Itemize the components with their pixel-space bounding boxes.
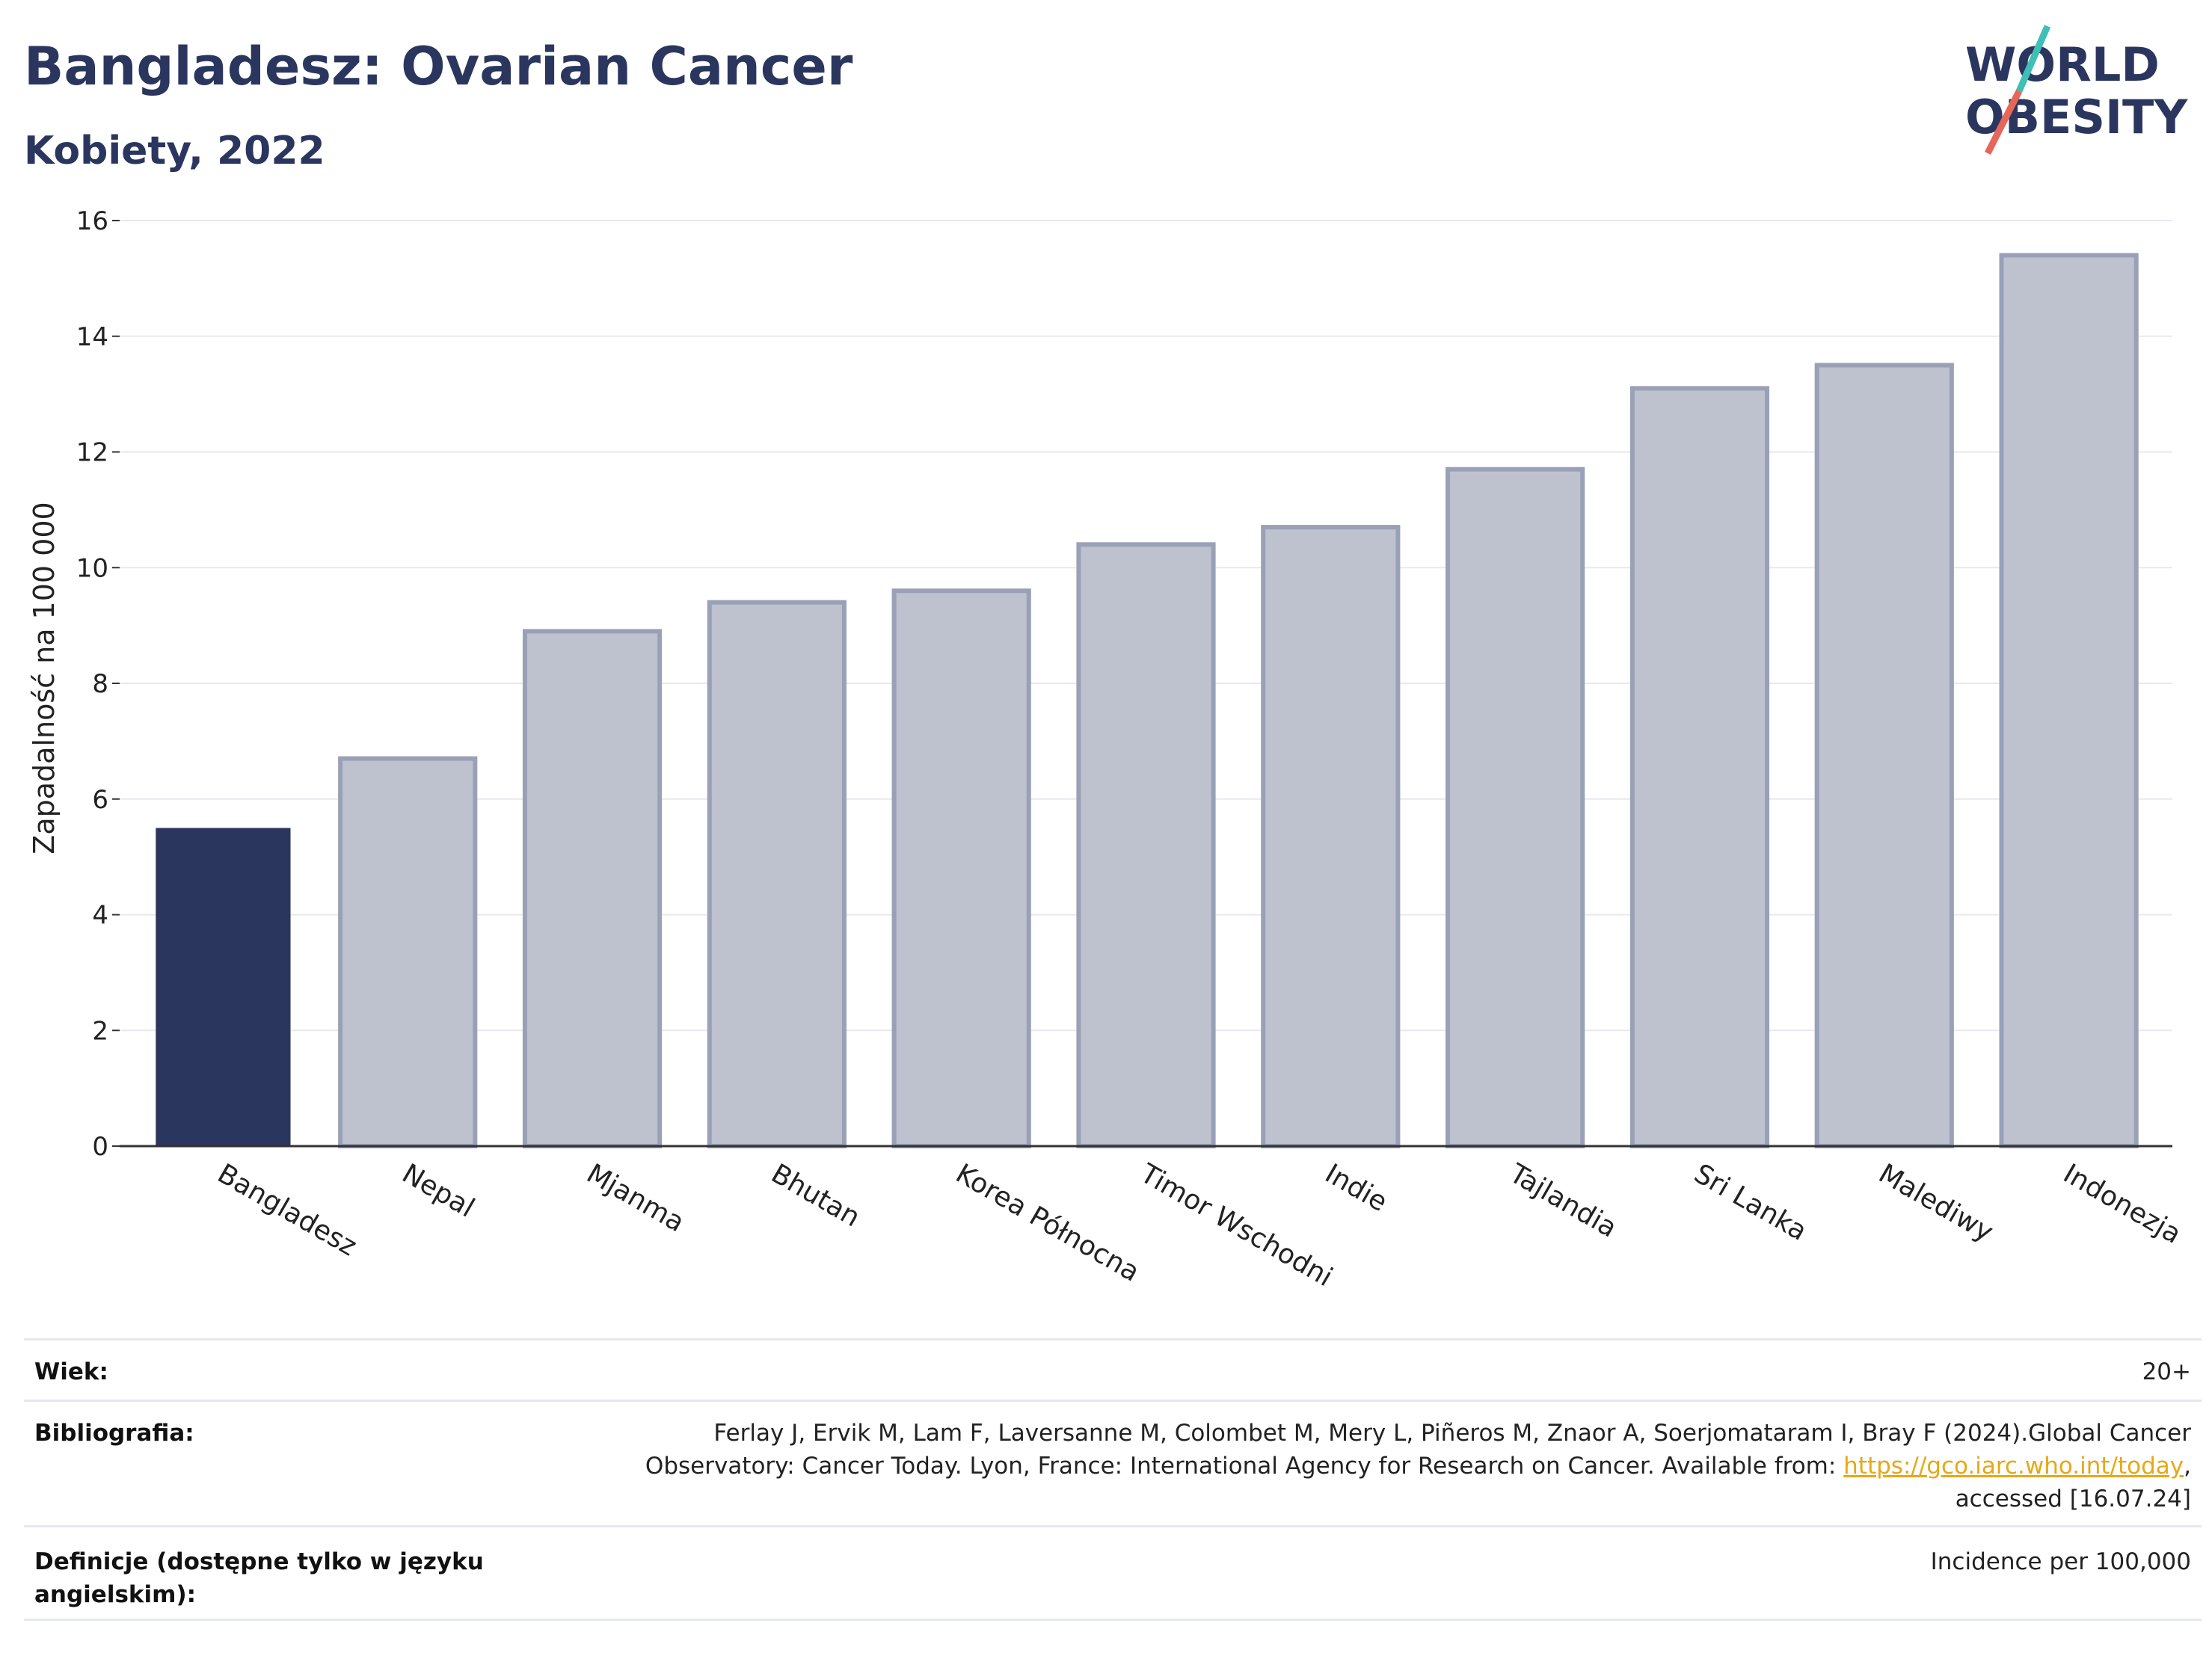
bar-chart: 0 2 4 6 8 10 12 14 16 Bangladesz Nepal Mjanma Bhuta… (28, 206, 2187, 1293)
x-tick-label: Indie (1320, 1158, 1392, 1218)
y-tick-label: 14 (76, 322, 108, 352)
bar-timor-wschodni (1076, 542, 1216, 1148)
y-tick-label: 4 (92, 901, 108, 931)
x-tick-label: Malediwy (1873, 1158, 1998, 1248)
world-obesity-logo: WORLD OBESITY (1965, 25, 2188, 156)
bibliography-label: Bibliografia: (34, 1420, 194, 1447)
bibliography-value: Ferlay J, Ervik M, Lam F, Laversanne M, … (645, 1417, 2202, 1515)
metadata-table: Wiek: 20+ Bibliografia: Ferlay J, Ervik … (24, 1338, 2202, 1621)
bar-sri-lanka (1629, 386, 1770, 1148)
bibliography-line1: Ferlay J, Ervik M, Lam F, Laversanne M, … (713, 1420, 2191, 1447)
bar-mjanma (522, 629, 663, 1148)
x-tick-label: Korea Północna (950, 1158, 1144, 1287)
bar-bhutan (707, 600, 847, 1148)
bar-nepal (338, 756, 478, 1148)
y-tick-label: 16 (76, 206, 108, 236)
y-tick-label: 0 (92, 1132, 108, 1162)
bar-malediwy (1814, 363, 1954, 1148)
x-tick-label: Timor Wschodni (1134, 1158, 1338, 1293)
y-tick-label: 10 (76, 553, 108, 583)
bibliography-line2-text: Observatory: Cancer Today. Lyon, France:… (645, 1453, 1844, 1480)
y-tick-label: 12 (76, 438, 108, 468)
x-tick-label: Tajlandia (1504, 1158, 1622, 1244)
bibliography-comma: , (2184, 1453, 2191, 1480)
bibliography-link[interactable]: https://gco.iarc.who.int/today (1843, 1453, 2184, 1480)
definitions-value: Incidence per 100,000 (1930, 1548, 2191, 1575)
bar-korea-północna (891, 588, 1031, 1148)
age-row: Wiek: 20+ (24, 1338, 2202, 1400)
logo-line1: WORLD (1965, 37, 2160, 92)
y-tick-label: 6 (92, 785, 108, 815)
logo-red-stroke (1984, 89, 2023, 156)
bar-indonezja (1999, 253, 2139, 1148)
bars (156, 253, 2139, 1148)
y-tick-label: 8 (92, 669, 108, 699)
x-tick-label: Mjanma (582, 1158, 689, 1238)
x-tick-label: Indonezja (2058, 1158, 2186, 1250)
page-title: Bangladesz: Ovarian Cancer (24, 36, 853, 97)
logo-teal-stroke (2015, 25, 2051, 93)
bibliography-line2: Observatory: Cancer Today. Lyon, France:… (645, 1450, 2191, 1483)
y-tick-label: 2 (92, 1016, 108, 1046)
definitions-label: Definicje (dostępne tylko w języku angie… (34, 1548, 484, 1608)
x-tick-label: Bangladesz (212, 1158, 362, 1262)
bar-tajlandia (1446, 467, 1585, 1148)
bar-indie (1261, 525, 1401, 1148)
x-tick-labels: Bangladesz Nepal Mjanma Bhutan Korea Północn… (212, 1158, 2187, 1293)
bibliography-line3: accessed [16.07.24] (1955, 1486, 2191, 1512)
bar-bangladesz (156, 828, 291, 1146)
x-tick-label: Sri Lanka (1689, 1158, 1812, 1247)
y-axis-label: Zapadalność na 100 000 (28, 502, 61, 854)
bibliography-row: Bibliografia: Ferlay J, Ervik M, Lam F, … (24, 1400, 2202, 1525)
y-tick-labels: 0 2 4 6 8 10 12 14 16 (76, 206, 120, 1162)
age-label: Wiek: (34, 1358, 108, 1385)
x-tick-label: Nepal (397, 1158, 480, 1224)
age-value: 20+ (2142, 1358, 2191, 1385)
definitions-row: Definicje (dostępne tylko w języku angie… (24, 1525, 2202, 1621)
x-tick-label: Bhutan (766, 1158, 865, 1233)
page-subtitle: Kobiety, 2022 (24, 129, 325, 173)
